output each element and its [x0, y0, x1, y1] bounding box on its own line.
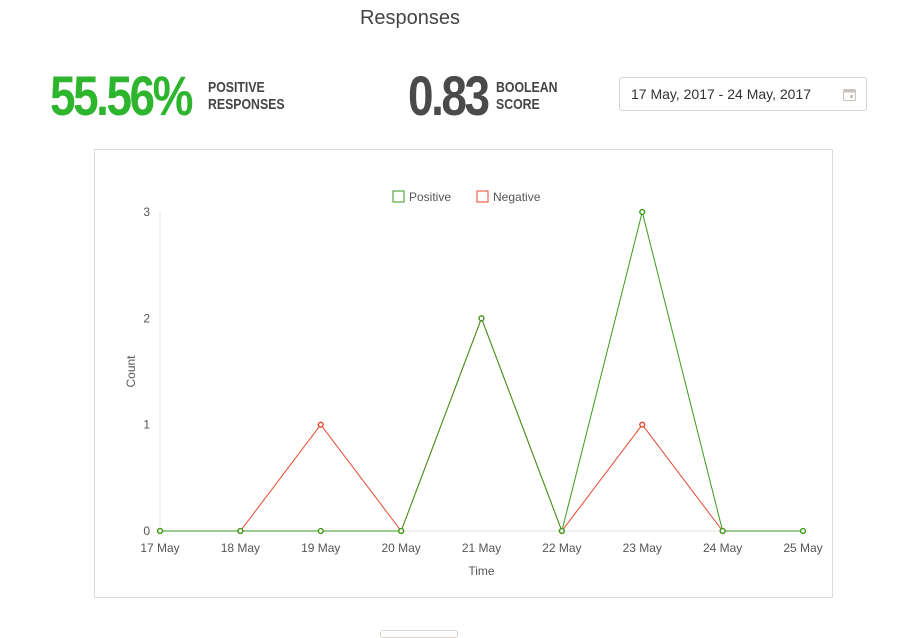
- legend-swatch-positive: [392, 190, 405, 203]
- data-point-negative: [639, 421, 646, 428]
- date-range-value: 17 May, 2017 - 24 May, 2017: [631, 86, 812, 102]
- x-tick-label: 25 May: [783, 541, 822, 555]
- x-tick-label: 21 May: [462, 541, 501, 555]
- y-tick-label: 2: [143, 311, 150, 325]
- data-point-positive: [317, 527, 324, 535]
- boolean-score-value: 0.83: [408, 64, 490, 127]
- positive-responses-stat: 55.56% POSITIVE RESPONSES: [50, 68, 301, 124]
- x-tick-label: 19 May: [301, 541, 340, 555]
- x-tick-label: 22 May: [542, 541, 581, 555]
- x-axis-label: Time: [468, 564, 495, 578]
- data-point-positive: [558, 527, 565, 535]
- positive-label-line2: RESPONSES: [208, 96, 285, 113]
- responses-chart-card: 0 1 2 3 17 May 18 May 19 May 20 May 21 May 22 May…: [94, 149, 833, 598]
- y-tick-label: 0: [143, 524, 150, 538]
- boolean-score-label: BOOLEAN SCORE: [496, 79, 558, 113]
- x-tick-label: 23 May: [623, 541, 662, 555]
- y-tick-label: 1: [143, 418, 150, 432]
- calendar-icon: [843, 89, 856, 101]
- positive-label-line1: POSITIVE: [208, 79, 265, 96]
- date-range-picker[interactable]: 17 May, 2017 - 24 May, 2017: [619, 77, 867, 111]
- x-tick-label: 20 May: [381, 541, 420, 555]
- positive-responses-label: POSITIVE RESPONSES: [208, 79, 285, 113]
- page-title: Responses: [359, 7, 461, 29]
- y-tick-label: 3: [143, 205, 150, 219]
- y-axis-label: Count: [124, 355, 138, 388]
- boolean-score-stat: 0.83 BOOLEAN SCORE: [408, 68, 571, 124]
- legend-swatch-negative: [476, 190, 489, 203]
- data-point-positive: [237, 527, 244, 535]
- data-point-negative: [317, 421, 324, 428]
- positive-percentage-value: 55.56%: [50, 64, 193, 127]
- legend-label-negative: Negative: [493, 190, 541, 204]
- x-tick-label: 18 May: [221, 541, 260, 555]
- series-line-positive: [160, 211, 803, 533]
- boolean-label-line1: BOOLEAN: [496, 79, 558, 96]
- data-point-positive: [639, 208, 646, 216]
- responses-line-chart: 0 1 2 3 17 May 18 May 19 May 20 May 21 May 22 May…: [124, 190, 823, 578]
- data-point-positive: [156, 527, 164, 535]
- bottom-button-edge[interactable]: [380, 630, 458, 638]
- boolean-label-line2: SCORE: [496, 96, 540, 113]
- legend-label-positive: Positive: [409, 190, 451, 204]
- x-tick-label: 24 May: [703, 541, 742, 555]
- x-tick-label: 17 May: [140, 541, 179, 555]
- data-point-positive: [398, 527, 405, 535]
- data-point-positive: [719, 527, 726, 535]
- data-point-positive: [799, 527, 807, 535]
- data-point-positive: [478, 315, 485, 322]
